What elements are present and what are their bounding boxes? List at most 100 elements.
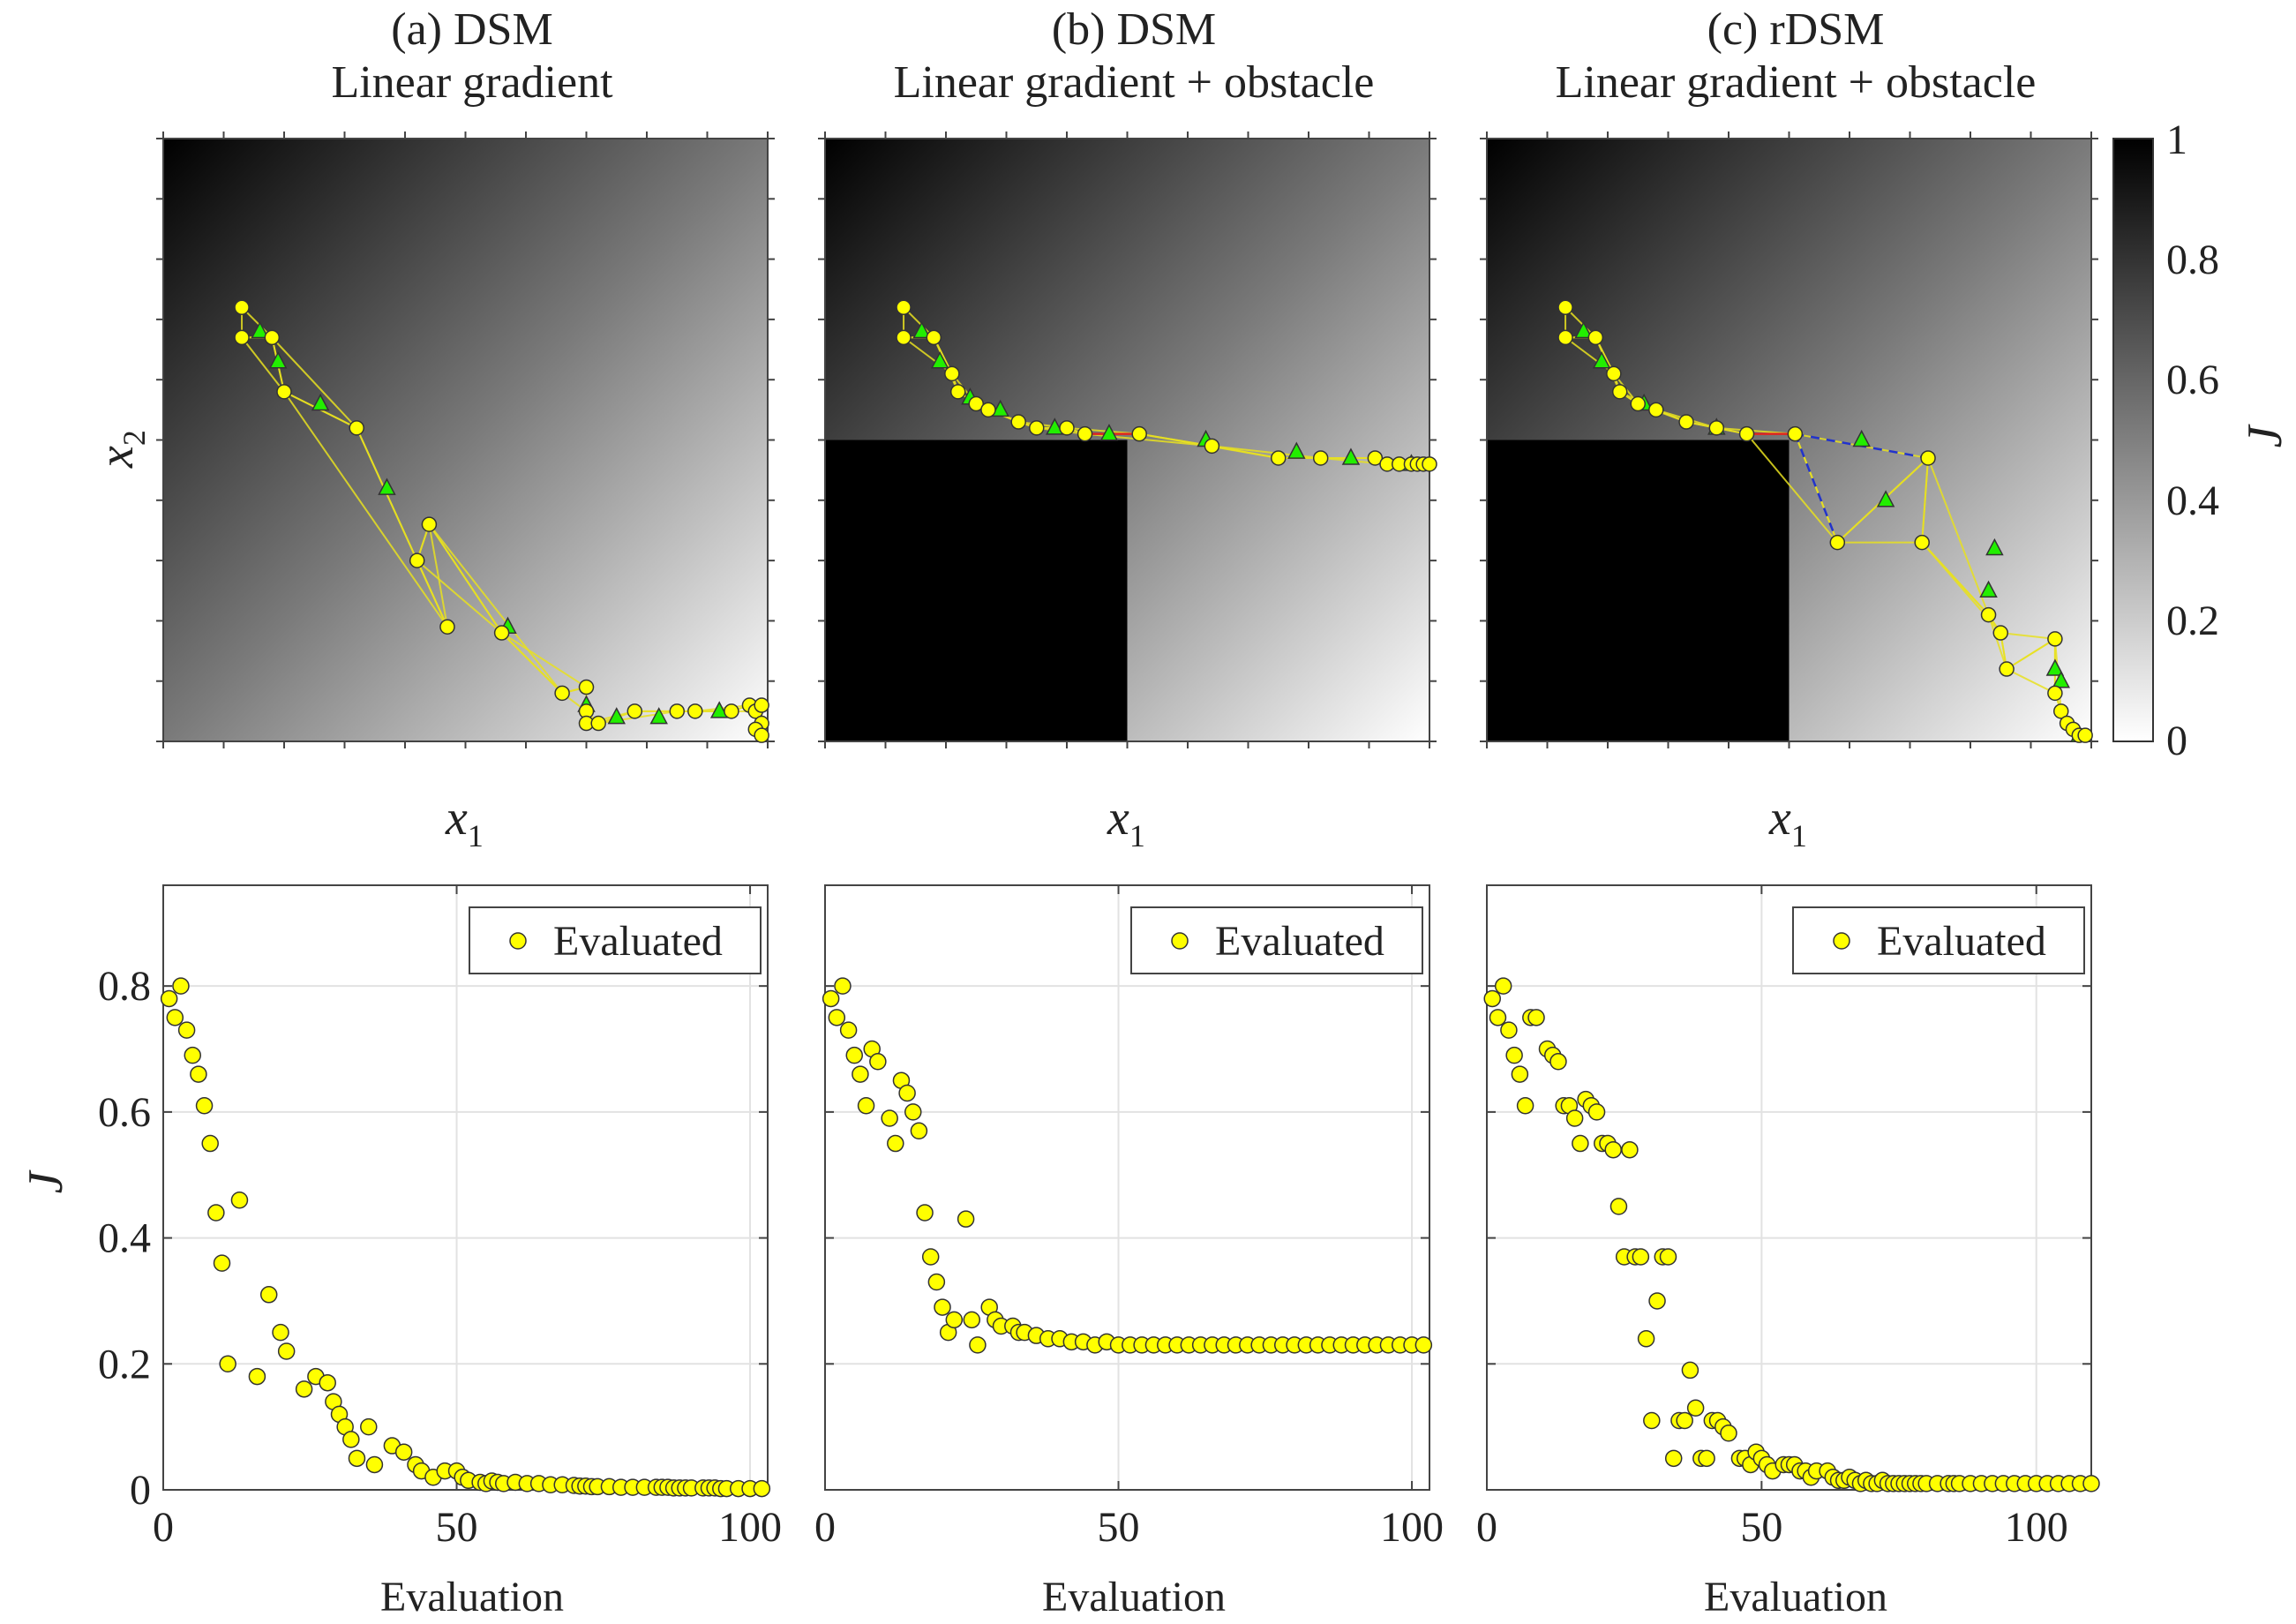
colorbar-tick-0: 0 — [2166, 718, 2187, 764]
panel-b-obstacle — [825, 440, 1128, 741]
colorbar-tick-5: 1 — [2166, 117, 2187, 163]
panel-b-data-point — [957, 1210, 975, 1228]
panel-c-centroid-marker — [1979, 580, 1998, 598]
panel-a-data-point — [248, 1367, 266, 1386]
panel-b-evaluated-point — [896, 299, 912, 315]
panel-b-data-point — [822, 989, 840, 1008]
panel-a-evaluated-point — [493, 625, 510, 641]
panel-c-data-point — [1676, 1411, 1693, 1430]
panel-c-data-point — [1565, 1109, 1584, 1127]
panel-b-data-point — [852, 1065, 869, 1083]
panel-a-data-point — [177, 1021, 196, 1039]
panel-b-evaluated-point — [1367, 450, 1384, 466]
panel-b-data-point — [834, 977, 852, 995]
panel-c-data-point — [1643, 1411, 1661, 1430]
panel-c-data-point — [1494, 977, 1512, 995]
panel-c-legend-label: Evaluated — [1877, 918, 2046, 965]
svg-text:x1: x1 — [445, 791, 484, 853]
panel-a-data-point — [195, 1096, 214, 1115]
panel-a-data-point — [360, 1417, 378, 1436]
panel-a-evaluated-point — [754, 697, 769, 713]
panel-c-data-point — [1698, 1449, 1715, 1468]
panel-b-data-point — [845, 1046, 864, 1064]
panel-b-xlabel-var: x — [1107, 791, 1129, 846]
bottom-panel-a: 0 50 100 0 0.2 0.4 0.6 0.8 Evaluated — [98, 884, 782, 1551]
panel-a-centroid-marker — [378, 477, 396, 495]
svg-text:x2: x2 — [89, 430, 152, 469]
panel-c-plot-bg — [1487, 885, 2091, 1490]
panel-b-evaluated-point — [944, 365, 960, 382]
panel-c-evaluated-point — [1787, 425, 1804, 442]
panel-c-xtick-label: 100 — [2005, 1504, 2068, 1551]
panel-a-data-point — [277, 1342, 296, 1360]
panel-c-restart-path — [1794, 433, 1839, 544]
panel-c-xtick-label: 50 — [1740, 1504, 1782, 1551]
top-panel-c — [1480, 132, 2098, 748]
panel-a-evaluated-point — [349, 420, 364, 436]
panel-a-evaluated-point — [724, 703, 739, 719]
panel-a-evaluated-point — [627, 703, 643, 719]
panel-a-ytick-label: 0.2 — [98, 1341, 151, 1387]
panel-b-centroid-marker — [1046, 417, 1064, 435]
panel-c-data-point — [1483, 989, 1501, 1008]
panel-b-evaluated-point — [1029, 420, 1045, 436]
panel-b-data-point — [869, 1053, 887, 1071]
panel-a-legend-marker — [509, 932, 527, 950]
panel-a-evaluated-point — [264, 329, 281, 346]
top-panel-b — [818, 132, 1437, 748]
panel-b-centroid-marker — [991, 399, 1009, 417]
panel-a-centroid-marker — [311, 393, 330, 411]
panel-a-evaluated-point — [409, 553, 425, 568]
panel-a-evaluated-point — [687, 703, 703, 719]
panel-a-data-point — [184, 1046, 202, 1064]
panel-b-evaluated-point — [1422, 456, 1437, 472]
panel-a-evaluated-point — [421, 516, 438, 532]
panel-b-data-point — [945, 1311, 964, 1329]
panel-c-centroid-marker — [1574, 320, 1593, 339]
panel-c-data-point — [1681, 1361, 1699, 1380]
panel-c-data-point — [1648, 1292, 1666, 1310]
panel-a-data-point — [394, 1443, 413, 1461]
panel-a-evaluated-point — [754, 727, 769, 743]
panel-a-title-line1: (a) DSM — [391, 4, 552, 55]
panel-c-evaluated-point — [1648, 402, 1664, 418]
panel-a-legend — [469, 906, 762, 974]
panel-c-data-point — [1686, 1399, 1705, 1417]
panel-b-evaluated-point — [1204, 438, 1220, 455]
panel-c-data-point — [1511, 1065, 1529, 1083]
panel-c-data-point — [1664, 1449, 1683, 1468]
panel-b-data-point — [898, 1084, 916, 1102]
panel-b-title-line1: (b) DSM — [1052, 4, 1216, 55]
panel-a-xlabel-sub: 1 — [468, 818, 484, 853]
panel-a-xtick-label: 50 — [436, 1504, 478, 1551]
panel-b-data-point — [916, 1204, 934, 1222]
svg-text:x1: x1 — [1107, 791, 1145, 853]
panel-c-evaluated-point — [1708, 420, 1725, 436]
panel-a-data-point — [172, 977, 190, 995]
panel-c-data-point — [1609, 1198, 1628, 1215]
panel-c-evaluated-point — [1738, 425, 1755, 442]
panel-a-data-point — [365, 1455, 384, 1474]
panel-c-evaluated-point — [1992, 625, 2008, 641]
colorbar: 0 0.2 0.4 0.6 0.8 1 J — [2112, 117, 2292, 764]
panel-c-data-point — [1637, 1330, 1655, 1348]
panel-a-evaluated-point — [554, 685, 570, 702]
panel-a-data-point — [259, 1286, 278, 1304]
panel-b-legend-marker — [1171, 932, 1189, 950]
panel-a-data-point — [230, 1192, 249, 1209]
panel-b-evaluated-point — [1010, 414, 1026, 430]
panel-b-data-point — [969, 1336, 987, 1354]
panel-c-xlabel-var: x — [1768, 791, 1791, 846]
panel-c-data-point — [1516, 1096, 1534, 1115]
panel-c-evaluated-point — [1999, 661, 2015, 677]
colorbar-tick-1: 0.2 — [2166, 598, 2219, 644]
panel-a-ytick-label: 0 — [130, 1467, 151, 1514]
panel-c-data-point — [1500, 1021, 1518, 1039]
panel-b-data-point — [887, 1134, 904, 1153]
panel-b-evaluated-point — [896, 329, 912, 346]
panel-c-title-line2: Linear gradient + obstacle — [1556, 57, 2037, 108]
panel-b-title-line2: Linear gradient + obstacle — [894, 57, 1375, 108]
panel-b-evaluated-point — [980, 402, 996, 418]
panel-a-centroid-marker — [709, 701, 729, 718]
panel-b-evaluated-point — [926, 329, 942, 346]
